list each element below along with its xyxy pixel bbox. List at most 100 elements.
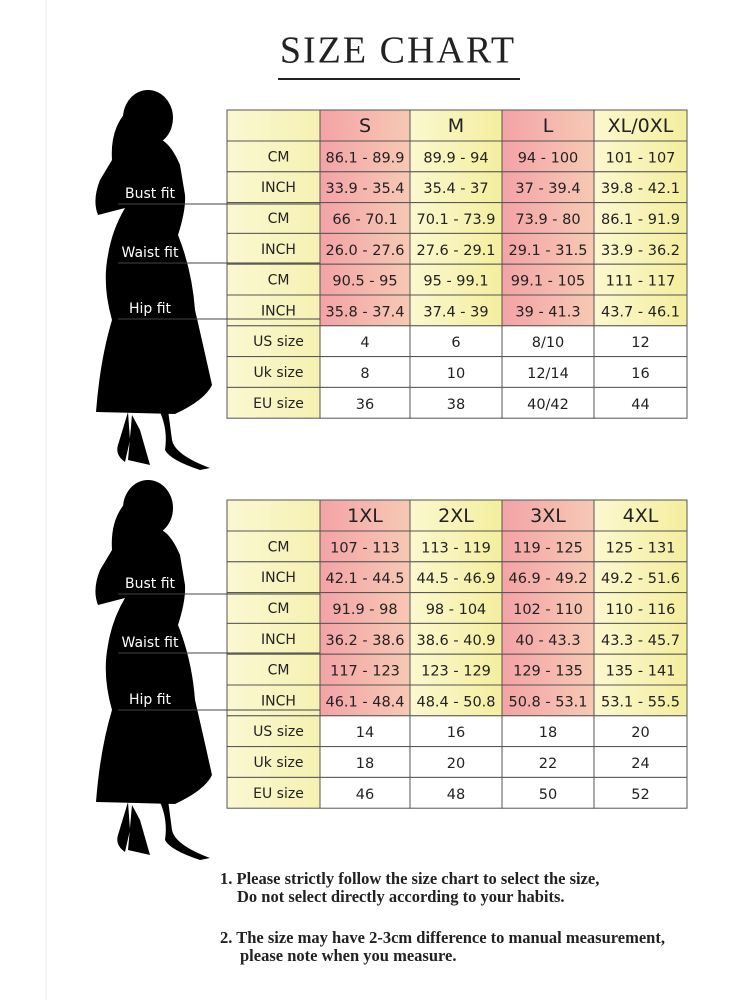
row-label: CM xyxy=(268,149,290,165)
cell-value: 94 - 100 xyxy=(518,150,579,166)
cell-value: 33.9 - 36.2 xyxy=(601,243,680,259)
cell-value: 125 - 131 xyxy=(606,540,676,556)
measure-label: Hip fit xyxy=(129,301,172,317)
label-bg xyxy=(120,633,180,652)
cell xyxy=(319,171,411,204)
column-header: M xyxy=(448,115,464,137)
cell xyxy=(319,325,411,358)
cell xyxy=(409,622,503,655)
cell xyxy=(593,622,688,655)
row-label: EU size xyxy=(253,786,304,802)
cell-value: 18 xyxy=(356,756,374,772)
cell-value: 99.1 - 105 xyxy=(511,274,585,290)
cell-value: 53.1 - 55.5 xyxy=(601,694,680,710)
label-bg xyxy=(120,243,180,262)
cell-value: 39 - 41.3 xyxy=(515,304,580,320)
cell xyxy=(409,232,503,265)
cell-value: 38 xyxy=(447,397,465,413)
header-cell xyxy=(593,499,688,532)
cell xyxy=(319,202,411,234)
cell xyxy=(593,140,688,173)
cell-value: 86.1 - 91.9 xyxy=(601,212,680,228)
cell-value: 46 xyxy=(356,787,374,803)
cell xyxy=(409,561,503,594)
measure-label: Waist fit xyxy=(122,635,179,651)
row-label: Uk size xyxy=(254,755,304,771)
column-header: 1XL xyxy=(347,505,383,527)
cell-value: 29.1 - 31.5 xyxy=(508,243,587,259)
cell-value: 10 xyxy=(447,366,465,382)
row-label: CM xyxy=(268,601,290,617)
row-label-cell xyxy=(226,622,321,655)
cell-value: 102 - 110 xyxy=(513,602,583,618)
cell xyxy=(593,294,688,327)
cell-value: 12 xyxy=(631,335,649,351)
cell-value: 20 xyxy=(631,725,649,741)
cell-value: 123 - 129 xyxy=(421,664,491,680)
cell-value: 24 xyxy=(631,756,649,772)
row-label-cell xyxy=(226,294,321,327)
cell-value: 40 - 43.3 xyxy=(515,633,580,649)
cell-value: 129 - 135 xyxy=(513,664,583,680)
cell xyxy=(501,592,595,624)
cell-value: 46.1 - 48.4 xyxy=(325,694,404,710)
row-label: INCH xyxy=(261,303,296,319)
cell-value: 48.4 - 50.8 xyxy=(416,694,495,710)
cell-value: 111 - 117 xyxy=(606,274,676,290)
cell xyxy=(593,325,688,358)
cell xyxy=(593,386,688,419)
cell xyxy=(501,530,595,563)
cell-value: 38.6 - 40.9 xyxy=(416,633,495,649)
cell-value: 110 - 116 xyxy=(606,602,676,618)
cell xyxy=(409,530,503,563)
note: please note when you measure. xyxy=(240,946,456,965)
cell xyxy=(593,653,688,686)
cell xyxy=(501,622,595,655)
cell xyxy=(409,140,503,173)
column-header: XL/0XL xyxy=(608,115,674,137)
cell-value: 33.9 - 35.4 xyxy=(325,181,404,197)
cell-value: 8 xyxy=(360,366,369,382)
cell-value: 4 xyxy=(360,335,369,351)
cell-value: 46.9 - 49.2 xyxy=(508,571,587,587)
column-header: 3XL xyxy=(530,505,566,527)
cell-value: 89.9 - 94 xyxy=(423,150,488,166)
cell-value: 36.2 - 38.6 xyxy=(325,633,404,649)
header-cell xyxy=(593,109,688,142)
cell-value: 101 - 107 xyxy=(606,150,676,166)
row-label: INCH xyxy=(261,632,296,648)
cell xyxy=(501,140,595,173)
cell-value: 16 xyxy=(631,366,649,382)
cell-value: 14 xyxy=(356,725,374,741)
cell-value: 107 - 113 xyxy=(330,540,400,556)
header-cell xyxy=(319,499,411,532)
cell xyxy=(593,746,688,778)
measure-label: Hip fit xyxy=(129,692,172,708)
label-bg xyxy=(120,184,180,203)
header-cell xyxy=(226,109,321,142)
row-label: INCH xyxy=(261,693,296,709)
cell xyxy=(319,561,411,594)
cell-value: 40/42 xyxy=(527,397,569,413)
cell-value: 119 - 125 xyxy=(513,540,583,556)
cell xyxy=(319,294,411,327)
cell xyxy=(409,776,503,809)
cell xyxy=(319,776,411,809)
cell xyxy=(319,653,411,686)
cell xyxy=(319,592,411,624)
cell xyxy=(409,386,503,419)
cell xyxy=(319,263,411,296)
column-header: S xyxy=(359,115,371,137)
cell xyxy=(409,294,503,327)
cell-value: 16 xyxy=(447,725,465,741)
cell xyxy=(501,776,595,809)
header-cell xyxy=(226,499,321,532)
cell-value: 117 - 123 xyxy=(330,664,400,680)
cell-value: 35.8 - 37.4 xyxy=(325,304,404,320)
row-label: INCH xyxy=(261,180,296,196)
column-header: 2XL xyxy=(438,505,474,527)
label-bg xyxy=(120,574,180,593)
cell-value: 35.4 - 37 xyxy=(423,181,488,197)
cell xyxy=(409,592,503,624)
cell-value: 70.1 - 73.9 xyxy=(416,212,495,228)
